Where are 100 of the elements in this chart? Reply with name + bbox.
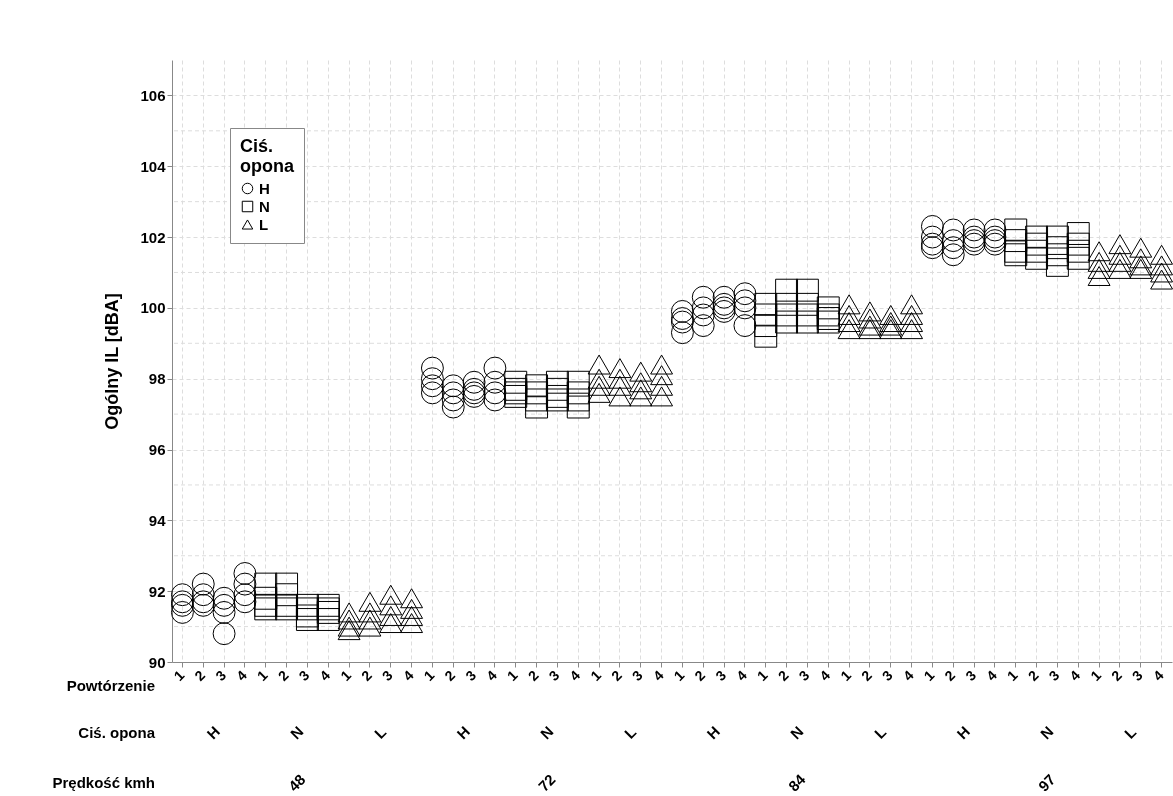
x-tick-label: 1 xyxy=(1087,666,1105,684)
point xyxy=(941,243,965,267)
x-tick-label: 1 xyxy=(170,666,188,684)
y-tick-label: 94 xyxy=(148,511,167,529)
point xyxy=(900,319,924,340)
point xyxy=(629,386,653,407)
text: H xyxy=(453,722,474,743)
point xyxy=(233,590,257,614)
text: H xyxy=(203,722,224,743)
x-tick-label: 3 xyxy=(212,666,230,684)
x-tick-label: 3 xyxy=(878,666,896,684)
point xyxy=(775,303,799,327)
point xyxy=(441,374,465,398)
point xyxy=(1045,225,1069,249)
point xyxy=(379,613,403,634)
text: H xyxy=(703,722,724,743)
point xyxy=(566,370,590,394)
point xyxy=(941,229,965,253)
point xyxy=(650,354,674,375)
point xyxy=(795,278,819,302)
y-tick-label: 100 xyxy=(140,299,166,317)
point xyxy=(233,572,257,596)
point xyxy=(525,381,549,405)
point xyxy=(1025,239,1049,263)
x-tick-label: 4 xyxy=(983,666,1001,684)
point xyxy=(525,388,549,412)
text: Ciś. opona xyxy=(78,724,156,741)
point xyxy=(983,218,1007,242)
point xyxy=(191,572,215,596)
point xyxy=(254,572,278,596)
text: Powtórzenie xyxy=(66,677,155,694)
point xyxy=(650,365,674,386)
x-tick-label: 2 xyxy=(441,666,459,684)
x-tick-label: 3 xyxy=(1128,666,1146,684)
x-tick-label: 3 xyxy=(545,666,563,684)
point xyxy=(962,218,986,242)
point xyxy=(212,622,236,646)
x-tick-label: 2 xyxy=(191,666,209,684)
point xyxy=(754,314,778,338)
point xyxy=(1087,266,1111,286)
point xyxy=(691,285,715,309)
point xyxy=(1108,258,1132,279)
point xyxy=(1045,243,1069,267)
point xyxy=(587,354,611,375)
point xyxy=(1025,232,1049,256)
point xyxy=(566,381,590,405)
point xyxy=(920,225,944,249)
point xyxy=(233,562,257,585)
point xyxy=(1150,262,1173,283)
legend-label: L xyxy=(259,215,269,233)
point xyxy=(733,289,757,313)
point xyxy=(1129,248,1153,269)
point xyxy=(545,377,569,401)
x-tick-label: 2 xyxy=(691,666,709,684)
point xyxy=(337,609,361,630)
point xyxy=(400,605,424,626)
x-tick-label: 3 xyxy=(1045,666,1063,684)
point xyxy=(441,395,465,419)
x-tick-label: 4 xyxy=(899,666,917,684)
x-tick-label: 3 xyxy=(462,666,480,684)
point xyxy=(170,583,194,607)
point xyxy=(754,303,778,327)
x-tick-label: 1 xyxy=(420,666,438,684)
point xyxy=(358,591,382,612)
x-tick-label: 2 xyxy=(608,666,626,684)
point xyxy=(420,381,444,405)
point xyxy=(358,602,382,623)
point xyxy=(900,304,924,325)
point xyxy=(670,321,694,345)
point xyxy=(650,375,674,396)
text: 84 xyxy=(784,770,810,795)
text: N xyxy=(286,722,307,743)
x-tick-label: 4 xyxy=(316,666,334,684)
point xyxy=(941,218,965,242)
point xyxy=(212,600,236,624)
point xyxy=(441,388,465,412)
x-tick-label: 3 xyxy=(795,666,813,684)
x-tick-label: 4 xyxy=(733,666,751,684)
point xyxy=(1108,244,1132,265)
point xyxy=(775,310,799,334)
point xyxy=(483,388,507,412)
point xyxy=(587,382,611,403)
point xyxy=(1066,239,1090,263)
y-axis-title: Ogólny IL [dBA] xyxy=(102,293,123,430)
point xyxy=(775,278,799,302)
point xyxy=(1087,251,1111,272)
x-tick-label: 2 xyxy=(858,666,876,684)
point xyxy=(629,379,653,400)
point xyxy=(920,215,944,238)
x-tick-label: 2 xyxy=(1024,666,1042,684)
x-tick-label: 4 xyxy=(1149,666,1167,684)
point xyxy=(441,381,465,405)
point xyxy=(212,586,236,610)
x-tick-label: 2 xyxy=(941,666,959,684)
point xyxy=(1129,237,1153,258)
x-tick-label: 2 xyxy=(358,666,376,684)
x-tick-label: 3 xyxy=(962,666,980,684)
point xyxy=(1066,222,1090,245)
point xyxy=(191,583,215,607)
point xyxy=(1150,244,1173,265)
